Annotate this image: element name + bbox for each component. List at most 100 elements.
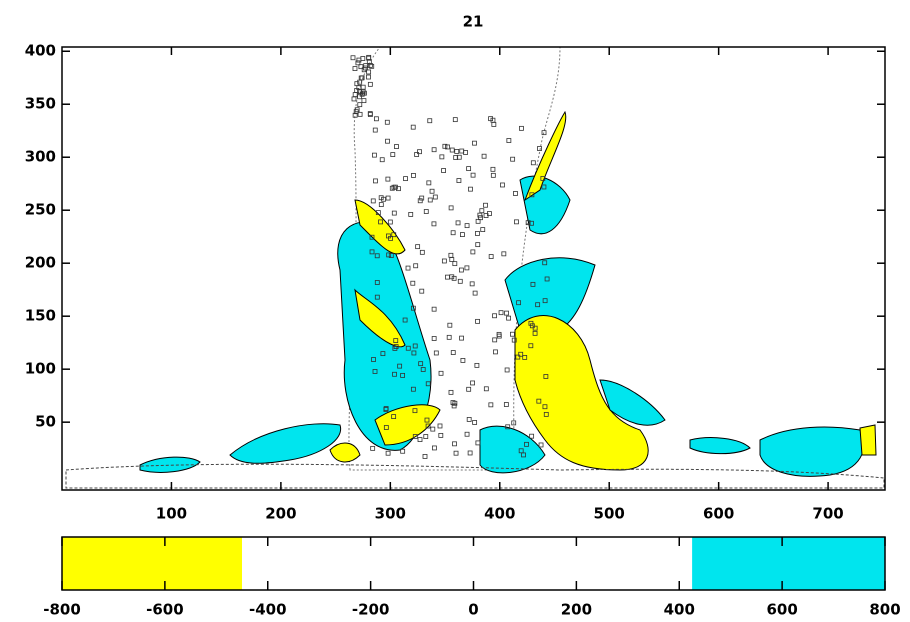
speck (385, 450, 391, 456)
speck (450, 350, 456, 355)
speck (498, 310, 504, 316)
speck (374, 253, 380, 259)
x-tick-label: 700 (812, 505, 843, 523)
speck (356, 57, 362, 63)
speck (513, 191, 518, 196)
speck (467, 450, 473, 456)
speck (447, 322, 453, 328)
speck (385, 195, 391, 201)
speck (464, 265, 470, 271)
y-tick-label: 200 (25, 254, 56, 272)
speck (503, 402, 509, 407)
speck (528, 320, 534, 326)
speck (350, 55, 356, 61)
speck (386, 233, 391, 239)
speck (429, 188, 435, 194)
speck (414, 152, 420, 157)
speck (417, 149, 422, 155)
speck (419, 288, 425, 294)
speck (394, 144, 399, 149)
speck (475, 440, 481, 446)
colorbar-tick-label: 200 (561, 601, 592, 619)
colorbar-segment (242, 537, 693, 590)
speck (432, 445, 437, 451)
speck (456, 154, 462, 160)
speck (452, 261, 458, 267)
speck (419, 195, 425, 201)
speck (510, 331, 515, 337)
speck (530, 281, 536, 287)
speck (490, 172, 496, 178)
speck (352, 66, 358, 71)
speck (379, 157, 385, 163)
speck (441, 168, 446, 173)
speck (370, 445, 376, 451)
speck (412, 408, 418, 414)
speck (353, 109, 359, 115)
speck (472, 420, 478, 425)
speck (351, 96, 357, 102)
speck (355, 60, 361, 66)
speck (460, 358, 466, 363)
y-tick-label: 350 (25, 95, 56, 113)
speck (357, 94, 363, 100)
speck (400, 448, 406, 454)
speck (525, 220, 531, 226)
speck (441, 258, 447, 264)
speck (496, 331, 502, 337)
speck (469, 281, 475, 287)
speck (544, 276, 550, 282)
speck (505, 424, 511, 430)
speck (361, 90, 367, 96)
speck (472, 140, 477, 146)
speck (510, 156, 516, 162)
colorbar-tick-label: -400 (249, 601, 287, 619)
speck (374, 294, 380, 300)
speck (357, 79, 363, 85)
speck (419, 249, 425, 255)
speck (422, 454, 428, 459)
speck (477, 212, 483, 218)
speck (396, 186, 401, 192)
speck (358, 64, 364, 70)
speck (369, 249, 375, 255)
speck (492, 313, 497, 319)
contour-specks (350, 54, 550, 459)
speck (514, 219, 519, 225)
speck (470, 172, 476, 178)
colorbar-tick-label: -600 (146, 601, 184, 619)
speck (405, 265, 411, 271)
speck (366, 74, 371, 80)
speck (504, 367, 510, 373)
speck (438, 370, 444, 376)
y-tick-label: 300 (25, 148, 56, 166)
speck (361, 67, 367, 73)
speck (529, 220, 534, 226)
speck (367, 63, 373, 68)
speck (425, 381, 431, 387)
speck (432, 194, 438, 200)
speck (490, 166, 496, 172)
speck (455, 220, 461, 226)
speck (543, 374, 549, 379)
colorbar-tick-label: 0 (468, 601, 478, 619)
speck (442, 143, 448, 149)
speck (452, 117, 458, 123)
speck (360, 56, 366, 61)
speck (449, 274, 455, 280)
speck (504, 310, 509, 316)
speck (528, 343, 534, 349)
speck (459, 335, 464, 341)
speck (536, 398, 542, 404)
speck (390, 152, 396, 157)
speck (389, 185, 395, 191)
colorbar: -800 -600 -400 -200 0 200 400 600 800 (43, 536, 901, 619)
speck (366, 69, 372, 75)
speck (472, 290, 478, 296)
colorbar-tick-label: 600 (766, 601, 797, 619)
x-tick-label: 400 (484, 505, 515, 523)
speck (449, 147, 455, 153)
speck (393, 338, 399, 343)
plot-frame (61, 46, 886, 491)
